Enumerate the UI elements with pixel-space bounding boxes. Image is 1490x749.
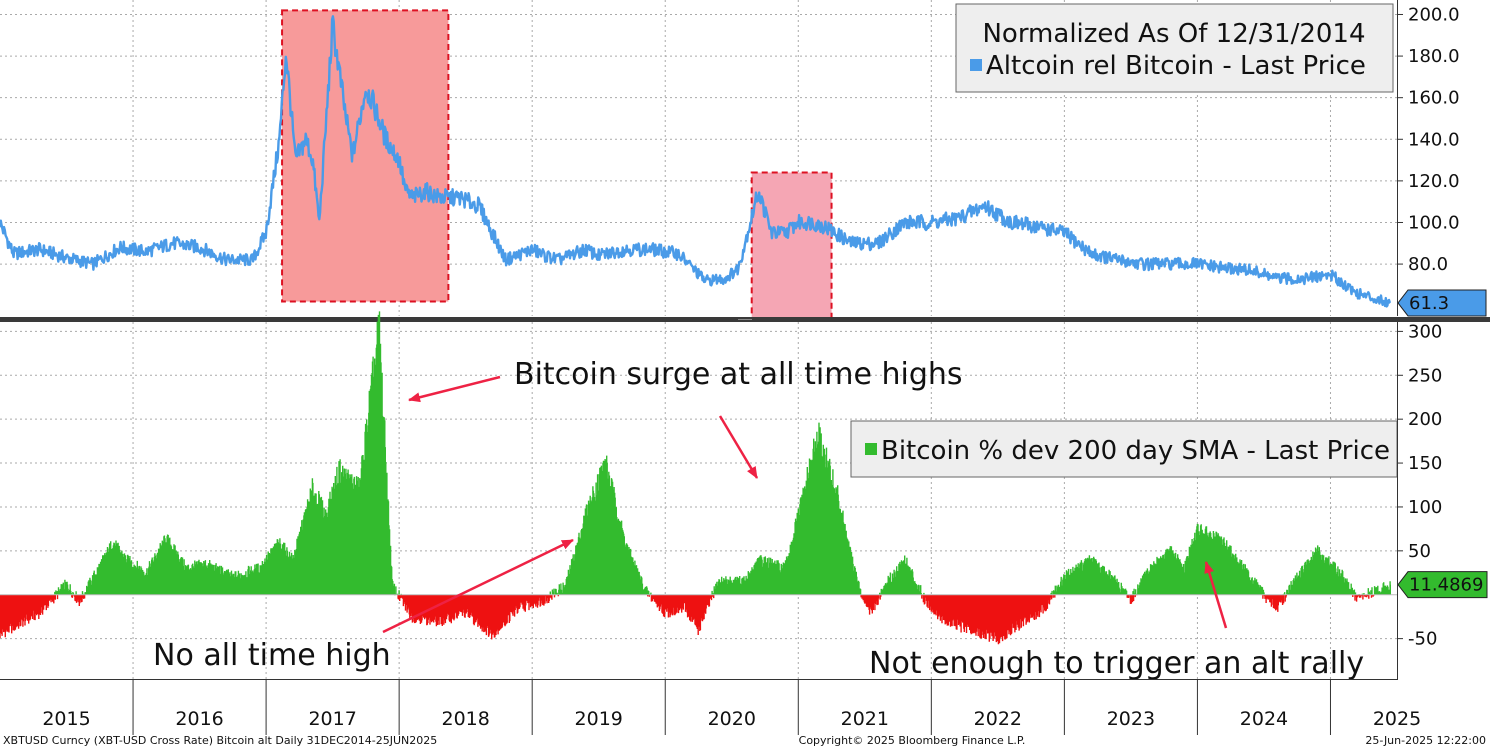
year-label-2021: 2021 xyxy=(841,708,889,730)
bottom-last-value: 11.4869 xyxy=(1409,575,1483,596)
top-legend-title: Normalized As Of 12/31/2014 xyxy=(982,19,1365,49)
bottom-tick-label: 100 xyxy=(1408,497,1442,518)
footer-left: XBTUSD Curncy (XBT-USD Cross Rate) Bitco… xyxy=(3,734,437,747)
top-legend-entry: Altcoin rel Bitcoin - Last Price xyxy=(986,51,1366,81)
top-tick-label: 100.0 xyxy=(1408,212,1460,233)
highlight-box-1 xyxy=(281,9,450,303)
annotation-not-enough: Not enough to trigger an alt rally xyxy=(869,646,1364,681)
top-last-value: 61.3 xyxy=(1409,293,1449,314)
bottom-legend-entry: Bitcoin % dev 200 day SMA - Last Price xyxy=(881,436,1390,466)
bottom-tick-label: 200 xyxy=(1408,409,1442,430)
bottom-tick-label: 250 xyxy=(1408,365,1442,386)
top-tick-label: 180.0 xyxy=(1408,46,1460,67)
top-tick-label: 200.0 xyxy=(1408,4,1460,25)
annotation-surge: Bitcoin surge at all time highs xyxy=(514,357,963,392)
bottom-legend: Bitcoin % dev 200 day SMA - Last Price xyxy=(850,420,1398,478)
top-badge-shape xyxy=(1397,289,1487,317)
altcoin-rel-bitcoin-line xyxy=(0,15,1392,308)
annotation-no-ath: No all time high xyxy=(153,638,391,673)
year-label-2019: 2019 xyxy=(575,708,623,730)
positive-deviation-area xyxy=(54,311,1391,595)
year-label-2023: 2023 xyxy=(1107,708,1155,730)
top-tick-label: 120.0 xyxy=(1408,171,1460,192)
highlight-box-2 xyxy=(750,171,833,320)
bottom-tick-label: -50 xyxy=(1408,629,1437,650)
top-tick-label: 140.0 xyxy=(1408,129,1460,150)
footer: XBTUSD Curncy (XBT-USD Cross Rate) Bitco… xyxy=(3,734,1486,747)
bottom-legend-box xyxy=(850,420,1398,478)
year-label-2018: 2018 xyxy=(441,708,489,730)
arrow-to-2019-peak xyxy=(382,538,574,634)
bottom-tick-label: 300 xyxy=(1408,321,1442,342)
top-legend-swatch xyxy=(970,59,982,71)
bottom-badge-shape xyxy=(1397,571,1488,599)
top-legend: Normalized As Of 12/31/2014 Altcoin rel … xyxy=(955,3,1394,93)
bottom-axis-ticks: -50 50 100 150 200 250 300 xyxy=(1397,321,1442,650)
year-labels: 2015 2016 2017 2018 2019 2020 2021 2022 2023 2024… xyxy=(42,708,1421,730)
footer-right: 25-Jun-2025 12:22:00 xyxy=(1365,734,1486,747)
negative-deviation-area xyxy=(0,594,1378,645)
bottom-legend-swatch xyxy=(865,443,877,455)
year-label-2015: 2015 xyxy=(42,708,90,730)
year-separators xyxy=(132,680,1331,735)
year-label-2024: 2024 xyxy=(1240,708,1288,730)
bottom-panel: -50 50 100 150 200 250 300 11.4869 Bitcoin % d… xyxy=(0,311,1488,681)
year-label-2020: 2020 xyxy=(708,708,756,730)
top-tick-label: 80.0 xyxy=(1408,254,1448,275)
top-legend-box xyxy=(955,3,1394,93)
top-tick-label: 160.0 xyxy=(1408,88,1460,109)
bottom-last-value-badge: 11.4869 xyxy=(1397,571,1488,599)
year-label-2025: 2025 xyxy=(1373,708,1421,730)
arrow-to-2017-peak xyxy=(408,375,501,403)
year-label-2022: 2022 xyxy=(974,708,1022,730)
bottom-tick-label: 150 xyxy=(1408,453,1442,474)
year-label-2017: 2017 xyxy=(308,708,356,730)
arrow-to-2024-peak xyxy=(1204,561,1228,629)
year-label-2016: 2016 xyxy=(175,708,223,730)
arrow-to-2021-peak xyxy=(718,415,759,479)
top-last-value-badge: 61.3 xyxy=(1397,289,1487,317)
bottom-tick-label: 50 xyxy=(1408,541,1431,562)
footer-center: Copyright© 2025 Bloomberg Finance L.P. xyxy=(799,734,1026,747)
x-axis: 2015 2016 2017 2018 2019 2020 2021 2022 2023 2024… xyxy=(0,679,1421,735)
top-axis-ticks: 80.0 100.0 120.0 140.0 160.0 180.0 200.0 xyxy=(1397,4,1460,275)
